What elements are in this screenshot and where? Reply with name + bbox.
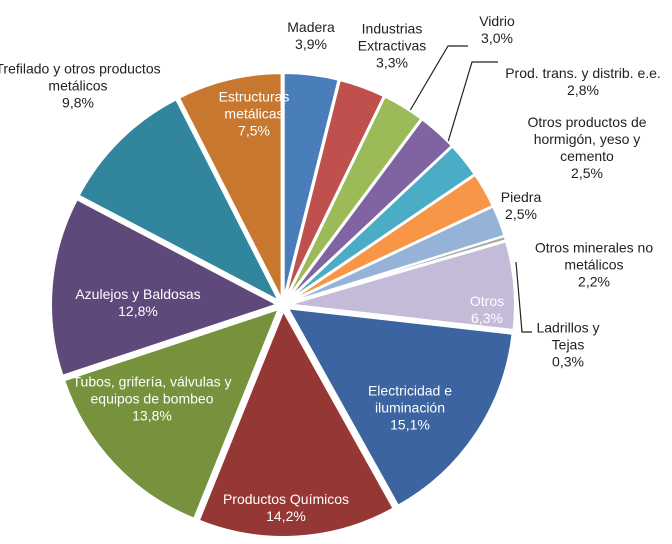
slice-label: Otros 6,3% (452, 293, 522, 327)
pie-slice (288, 240, 516, 332)
value-label: 2,2% (578, 273, 610, 290)
pie-slice (286, 307, 514, 508)
value-label: 3,3% (376, 54, 408, 71)
leader-line (515, 261, 532, 333)
value-label: 6,3% (471, 310, 503, 326)
value-label: 14,2% (266, 508, 306, 524)
slice-label: Industrias Extractivas 3,3% (342, 21, 442, 72)
category-label: Piedra (500, 189, 542, 205)
category-label: Electricidad e iluminación (367, 382, 453, 416)
value-label: 2,8% (567, 82, 599, 98)
pie-slice (177, 72, 283, 300)
category-label: Productos Químicos (222, 491, 350, 507)
category-label: Otros minerales no metálicos (534, 239, 654, 273)
category-label: Madera (287, 19, 335, 35)
leader-lines (407, 45, 532, 333)
slice-label: Madera 3,9% (281, 19, 341, 53)
pie-slice (284, 78, 386, 300)
category-label: Otros productos de hormigón, yeso y ceme… (527, 114, 647, 164)
category-label: Tubos, grifería, válvulas y equipos de b… (72, 373, 232, 407)
value-label: 15,1% (390, 416, 430, 433)
slice-label: Tubos, grifería, válvulas y equipos de b… (72, 374, 232, 425)
pie-slice (50, 198, 280, 377)
category-label: Ladrillos y Tejas (536, 319, 600, 353)
category-label: Trefilado y otros productos metálicos (0, 60, 161, 94)
slice-label: Prod. trans. y distrib. e.e. 2,8% (493, 65, 672, 99)
leader-line (447, 61, 498, 143)
category-label: Estructuras metálicas (218, 88, 290, 122)
value-label: 3,0% (481, 30, 513, 46)
slice-label: Ladrillos y Tejas 0,3% (523, 320, 613, 371)
slice-label: Piedra 2,5% (496, 189, 546, 223)
slice-label: Estructuras metálicas 7,5% (214, 89, 294, 140)
pie-slice (288, 234, 508, 305)
category-label: Industrias Extractivas (357, 20, 427, 54)
slice-label: Otros productos de hormigón, yeso y ceme… (512, 114, 662, 182)
pie-slice (197, 308, 395, 538)
category-label: Prod. trans. y distrib. e.e. (505, 65, 661, 81)
slice-label: Electricidad e iluminación 15,1% (335, 383, 485, 434)
value-label: 0,3% (552, 353, 584, 370)
value-label: 13,8% (132, 407, 172, 424)
pie-slice (77, 98, 282, 304)
value-label: 9,8% (62, 94, 94, 111)
leader-line (407, 45, 468, 115)
slice-label: Azulejos y Baldosas 12,8% (53, 286, 223, 320)
value-label: 3,9% (295, 36, 327, 52)
value-label: 2,5% (571, 165, 603, 181)
pie-slice (286, 117, 454, 302)
category-label: Azulejos y Baldosas (75, 286, 201, 302)
pie-slice (285, 95, 423, 301)
value-label: 7,5% (238, 122, 270, 139)
slice-label: Otros minerales no metálicos 2,2% (519, 240, 669, 291)
slice-label: Trefilado y otros productos metálicos 9,8… (0, 61, 163, 112)
value-label: 2,5% (505, 206, 537, 222)
category-label: Vidrio (479, 13, 515, 29)
value-label: 12,8% (118, 303, 158, 319)
pie-slice (62, 307, 281, 521)
category-label: Otros (469, 293, 505, 309)
pie-slice (282, 72, 340, 300)
slice-label: Productos Químicos 14,2% (201, 491, 371, 525)
slice-label: Vidrio 3,0% (467, 13, 527, 47)
